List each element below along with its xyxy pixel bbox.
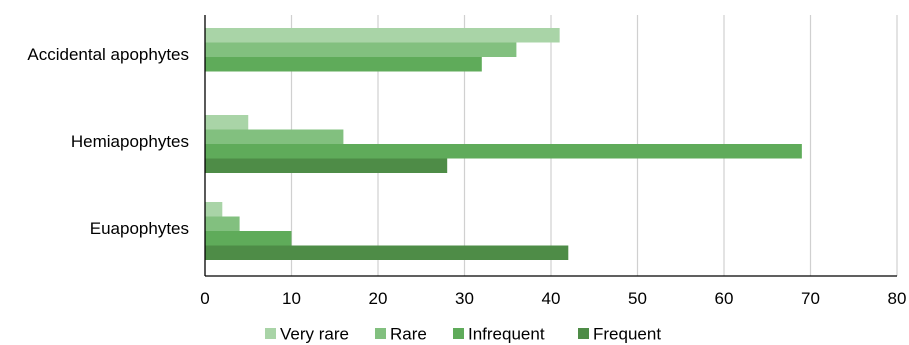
legend-swatch-very-rare	[265, 328, 276, 339]
x-tick-label-30: 30	[455, 289, 474, 308]
legend: Very rare Rare Infrequent Frequent	[265, 325, 661, 344]
legend-swatch-frequent	[578, 328, 589, 339]
legend-label-infrequent: Infrequent	[468, 325, 545, 344]
axes	[204, 15, 897, 277]
legend-label-frequent: Frequent	[593, 325, 661, 344]
legend-label-very-rare: Very rare	[280, 325, 349, 344]
category-label: Hemiapophytes	[71, 132, 189, 151]
bars	[205, 28, 802, 260]
x-tick-label-40: 40	[542, 289, 561, 308]
bar-very-rare-hemiapophytes	[205, 115, 249, 130]
bar-infrequent-hemiapophytes	[205, 144, 802, 159]
x-tick-label-80: 80	[888, 289, 907, 308]
category-label: Accidental apophytes	[27, 45, 189, 64]
category-labels: Accidental apophytes Hemiapophytes Euapoph…	[27, 45, 189, 238]
x-tick-label-20: 20	[369, 289, 388, 308]
x-tick-label-0: 0	[200, 289, 209, 308]
legend-swatch-infrequent	[453, 328, 464, 339]
x-tick-label-60: 60	[715, 289, 734, 308]
bar-frequent-hemiapophytes	[205, 158, 448, 173]
bar-rare-hemiapophytes	[205, 129, 344, 144]
x-tick-label-10: 10	[282, 289, 301, 308]
x-tick-label-70: 70	[801, 289, 820, 308]
bar-infrequent-accidental-apophytes	[205, 57, 482, 72]
bar-rare-accidental-apophytes	[205, 42, 517, 57]
bar-very-rare-accidental-apophytes	[205, 28, 560, 43]
tick-labels: 0 10 20 30 40 50 60 70 80	[200, 289, 906, 308]
bar-very-rare-euapophytes	[205, 202, 223, 217]
category-label: Euapophytes	[90, 219, 189, 238]
legend-swatch-rare	[375, 328, 386, 339]
bar-infrequent-euapophytes	[205, 231, 292, 246]
bar-rare-euapophytes	[205, 216, 240, 231]
x-tick-label-50: 50	[628, 289, 647, 308]
legend-label-rare: Rare	[390, 325, 427, 344]
bar-frequent-euapophytes	[205, 245, 569, 260]
